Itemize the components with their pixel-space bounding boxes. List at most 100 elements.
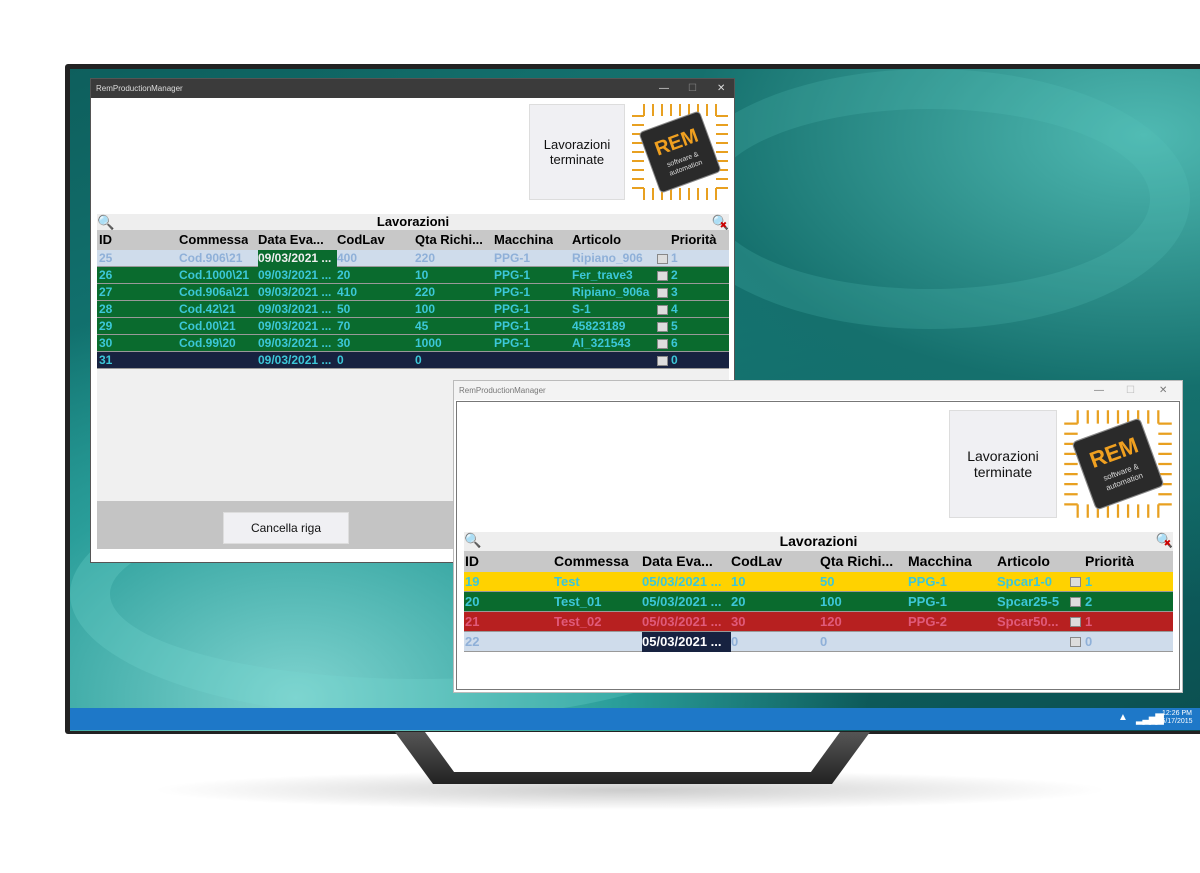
- cell-commessa[interactable]: Cod.42\21: [179, 302, 236, 316]
- table-row[interactable]: 27 Cod.906a\21 09/03/2021 ... 410 220 PPG-1 Ri…: [97, 284, 729, 301]
- cell-dataeva[interactable]: 09/03/2021 ...: [258, 302, 332, 316]
- cell-priorit[interactable]: 2: [671, 268, 678, 282]
- cell-priorit[interactable]: 3: [671, 285, 678, 299]
- cell-macchina[interactable]: PPG-1: [494, 285, 531, 299]
- column-header[interactable]: Data Eva...: [258, 232, 324, 247]
- tray-arrow-icon[interactable]: ▲: [1118, 712, 1128, 723]
- column-header[interactable]: Qta Richi...: [820, 553, 894, 569]
- cell-dataeva[interactable]: 09/03/2021 ...: [258, 250, 337, 267]
- column-header[interactable]: Macchina: [494, 232, 554, 247]
- minimize-button[interactable]: —: [659, 83, 669, 94]
- close-button[interactable]: ✕: [717, 83, 726, 94]
- table-row[interactable]: 28 Cod.42\21 09/03/2021 ... 50 100 PPG-1 S-1 4: [97, 301, 729, 318]
- minimize-button[interactable]: —: [1094, 385, 1104, 396]
- cell-qtarichi[interactable]: 220: [415, 285, 436, 299]
- column-header[interactable]: CodLav: [337, 232, 385, 247]
- delete-row-button[interactable]: Cancella riga: [223, 512, 349, 544]
- completed-jobs-button[interactable]: Lavorazioni terminate: [949, 410, 1057, 518]
- table-row[interactable]: 31 09/03/2021 ... 0 0 0: [97, 352, 729, 369]
- column-header[interactable]: Articolo: [572, 232, 622, 247]
- cell-priorit[interactable]: 4: [671, 302, 678, 316]
- cell-qtarichi[interactable]: 45: [415, 319, 429, 333]
- cell-dataeva[interactable]: 05/03/2021 ...: [642, 574, 722, 589]
- cell-id[interactable]: 30: [99, 336, 113, 350]
- column-header[interactable]: ID: [465, 553, 479, 569]
- folder-icon[interactable]: [657, 321, 668, 332]
- table-row[interactable]: 19 Test 05/03/2021 ... 10 50 PPG-1 Spcar1-0 1: [464, 572, 1173, 592]
- cell-articolo[interactable]: Ripiano_906a: [572, 285, 650, 299]
- cell-codlav[interactable]: 400: [337, 251, 358, 265]
- cell-dataeva[interactable]: 05/03/2021 ...: [642, 594, 722, 609]
- search-icon[interactable]: 🔍: [97, 214, 115, 230]
- cell-qtarichi[interactable]: 1000: [415, 336, 442, 350]
- folder-icon[interactable]: [657, 253, 668, 264]
- column-header[interactable]: Data Eva...: [642, 553, 713, 569]
- column-header[interactable]: Commessa: [554, 553, 629, 569]
- title-bar[interactable]: RemProductionManager — ☐ ✕: [454, 381, 1182, 400]
- cell-codlav[interactable]: 30: [337, 336, 351, 350]
- cell-dataeva[interactable]: 09/03/2021 ...: [258, 353, 332, 367]
- column-header[interactable]: Articolo: [997, 553, 1050, 569]
- table-row[interactable]: 26 Cod.1000\21 09/03/2021 ... 20 10 PPG-1 Fer_…: [97, 267, 729, 284]
- clear-search-icon[interactable]: 🔍 ✖: [1155, 532, 1173, 548]
- folder-icon[interactable]: [1070, 637, 1081, 647]
- cell-priorit[interactable]: 0: [1085, 634, 1093, 649]
- cell-macchina[interactable]: PPG-2: [908, 614, 948, 629]
- table-row[interactable]: 30 Cod.99\20 09/03/2021 ... 30 1000 PPG-1 Al_3…: [97, 335, 729, 352]
- cell-articolo[interactable]: Al_321543: [572, 336, 631, 350]
- cell-id[interactable]: 29: [99, 319, 113, 333]
- cell-commessa[interactable]: Cod.906a\21: [179, 285, 250, 299]
- folder-icon[interactable]: [1070, 617, 1081, 627]
- cell-qtarichi[interactable]: 10: [415, 268, 429, 282]
- cell-qtarichi[interactable]: 50: [820, 574, 835, 589]
- cell-articolo[interactable]: Spcar25-5: [997, 594, 1060, 609]
- column-header[interactable]: CodLav: [731, 553, 783, 569]
- column-header[interactable]: Priorità: [1085, 553, 1135, 569]
- cell-qtarichi[interactable]: 0: [820, 634, 828, 649]
- cell-dataeva[interactable]: 05/03/2021 ...: [642, 632, 731, 652]
- folder-icon[interactable]: [657, 287, 668, 298]
- cell-codlav[interactable]: 50: [337, 302, 351, 316]
- cell-articolo[interactable]: 45823189: [572, 319, 626, 333]
- column-header[interactable]: Macchina: [908, 553, 972, 569]
- folder-icon[interactable]: [657, 338, 668, 349]
- title-bar[interactable]: RemProductionManager — ☐ ✕: [91, 79, 734, 98]
- cell-macchina[interactable]: PPG-1: [494, 302, 531, 316]
- column-header[interactable]: Priorità: [671, 232, 717, 247]
- cell-codlav[interactable]: 10: [731, 574, 746, 589]
- cell-id[interactable]: 22: [465, 634, 480, 649]
- cell-macchina[interactable]: PPG-1: [908, 574, 948, 589]
- close-button[interactable]: ✕: [1159, 385, 1168, 396]
- cell-codlav[interactable]: 20: [337, 268, 351, 282]
- cell-id[interactable]: 21: [465, 614, 480, 629]
- table-row[interactable]: 21 Test_02 05/03/2021 ... 30 120 PPG-2 Spcar50…: [464, 612, 1173, 632]
- cell-macchina[interactable]: PPG-1: [908, 594, 948, 609]
- folder-icon[interactable]: [657, 270, 668, 281]
- cell-id[interactable]: 20: [465, 594, 480, 609]
- cell-priorit[interactable]: 6: [671, 336, 678, 350]
- cell-priorit[interactable]: 5: [671, 319, 678, 333]
- cell-priorit[interactable]: 1: [1085, 574, 1093, 589]
- cell-priorit[interactable]: 1: [671, 251, 678, 265]
- cell-commessa[interactable]: Cod.1000\21: [179, 268, 250, 282]
- cell-qtarichi[interactable]: 220: [415, 251, 436, 265]
- cell-macchina[interactable]: PPG-1: [494, 319, 531, 333]
- cell-articolo[interactable]: Spcar1-0: [997, 574, 1052, 589]
- cell-commessa[interactable]: Cod.99\20: [179, 336, 236, 350]
- clear-search-icon[interactable]: 🔍 ✖: [711, 214, 729, 230]
- cell-macchina[interactable]: PPG-1: [494, 336, 531, 350]
- cell-priorit[interactable]: 0: [671, 353, 678, 367]
- cell-qtarichi[interactable]: 120: [820, 614, 842, 629]
- cell-codlav[interactable]: 70: [337, 319, 351, 333]
- cell-priorit[interactable]: 2: [1085, 594, 1093, 609]
- cell-codlav[interactable]: 0: [731, 634, 739, 649]
- completed-jobs-button[interactable]: Lavorazioni terminate: [529, 104, 625, 200]
- cell-commessa[interactable]: Test_02: [554, 614, 602, 629]
- folder-icon[interactable]: [657, 304, 668, 315]
- cell-articolo[interactable]: Fer_trave3: [572, 268, 633, 282]
- cell-codlav[interactable]: 410: [337, 285, 358, 299]
- table-row[interactable]: 25 Cod.906\21 09/03/2021 ... 400 220 PPG-1 Rip…: [97, 250, 729, 267]
- table-row[interactable]: 20 Test_01 05/03/2021 ... 20 100 PPG-1 Spcar25…: [464, 592, 1173, 612]
- cell-id[interactable]: 31: [99, 353, 113, 367]
- column-header[interactable]: Commessa: [179, 232, 249, 247]
